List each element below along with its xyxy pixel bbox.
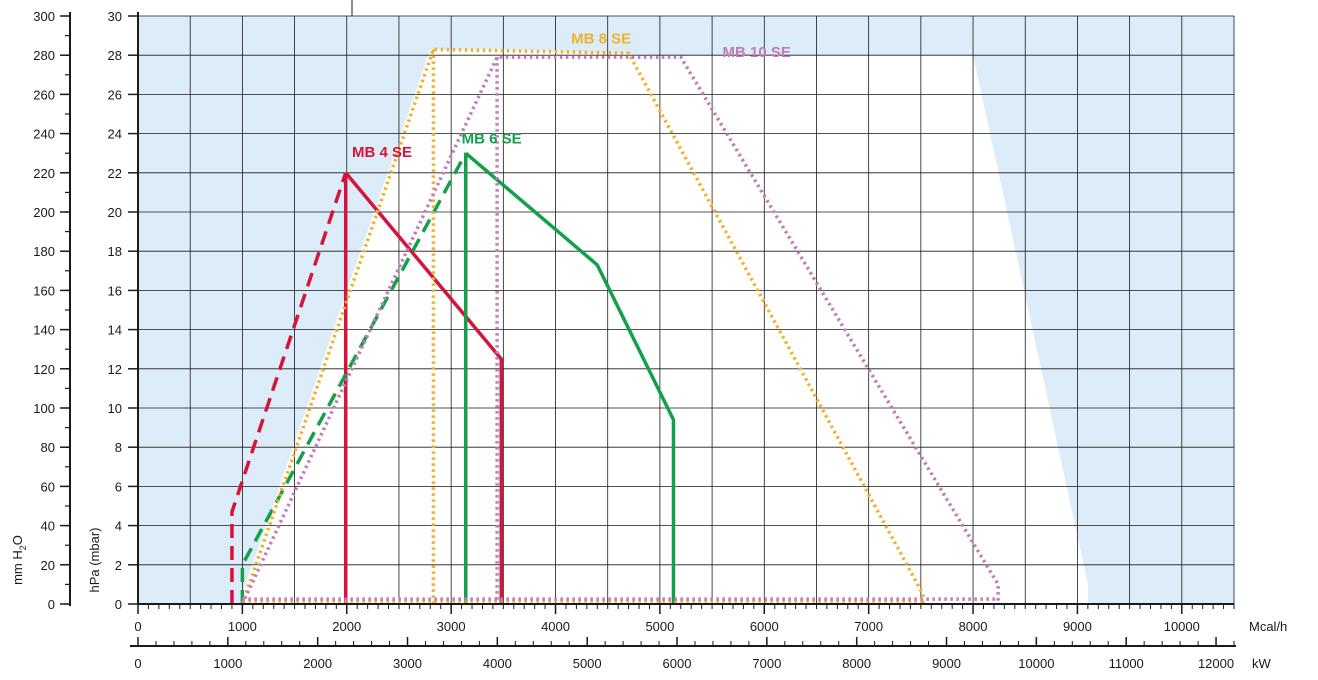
x-axis-unit-mcal: Mcal/h (1249, 619, 1287, 634)
y-tick-label-hpa: 4 (115, 519, 122, 534)
x-tick-label-kw: 8000 (842, 656, 871, 671)
x-tick-label-mcal: 1000 (228, 619, 257, 634)
x-tick-label-kw: 11000 (1109, 656, 1144, 671)
y-tick-label-hpa: 2 (115, 558, 122, 573)
y-tick-label-mmh2o: 40 (41, 519, 55, 534)
x-tick-label-mcal: 9000 (1063, 619, 1092, 634)
series-label: MB 6 SE (462, 130, 522, 147)
series-mb-6-se (240, 151, 676, 604)
y-tick-label-mmh2o: 0 (48, 597, 55, 612)
y-tick-label-mmh2o: 100 (33, 401, 55, 416)
y-tick-label-mmh2o: 20 (41, 558, 55, 573)
y-tick-label-mmh2o: 220 (33, 166, 55, 181)
y-tick-label-mmh2o: 80 (41, 440, 55, 455)
series-mb-8-se (240, 47, 925, 605)
y-tick-label-mmh2o: 180 (33, 244, 55, 259)
y-axis-title-mmh2o-end: O (10, 535, 25, 545)
y-tick-label-mmh2o: 200 (33, 205, 55, 220)
x-tick-label-mcal: 3000 (437, 619, 466, 634)
series-label: MB 8 SE (571, 30, 631, 47)
y-tick-label-hpa: 6 (115, 479, 122, 494)
y-axis-title-mmh2o-main: mm H (10, 550, 25, 585)
y-tick-label-mmh2o: 60 (41, 479, 55, 494)
y-tick-label-hpa: 14 (108, 323, 122, 338)
x-tick-label-mcal: 8000 (959, 619, 988, 634)
y-tick-label-hpa: 22 (108, 166, 122, 181)
y-tick-label-hpa: 8 (115, 440, 122, 455)
y-tick-label-mmh2o: 300 (33, 9, 55, 24)
y-tick-label-hpa: 10 (108, 401, 122, 416)
x-axis-unit-kw: kW (1252, 656, 1272, 671)
y-tick-label-hpa: 16 (108, 283, 122, 298)
y-tick-label-mmh2o: 120 (33, 362, 55, 377)
y-tick-label-hpa: 18 (108, 244, 122, 259)
series-label: MB 4 SE (352, 144, 412, 161)
x-tick-label-kw: 1000 (213, 656, 242, 671)
x-tick-label-mcal: 10000 (1164, 619, 1200, 634)
series-line-segment (240, 47, 925, 605)
series-label: MB 10 SE (723, 44, 791, 61)
y-tick-label-mmh2o: 160 (33, 283, 55, 298)
y-tick-label-hpa: 20 (108, 205, 122, 220)
series-mb-10-se (240, 55, 1000, 605)
x-tick-label-kw: 5000 (573, 656, 602, 671)
y-tick-label-mmh2o: 260 (33, 87, 55, 102)
y-axis-title-mmh2o-sub: 2 (18, 545, 28, 550)
series-line-segment (230, 172, 348, 604)
x-tick-label-kw: 3000 (393, 656, 422, 671)
y-tick-label-hpa: 12 (108, 362, 122, 377)
x-tick-label-mcal: 6000 (750, 619, 779, 634)
x-tick-label-mcal: 4000 (541, 619, 570, 634)
x-tick-label-kw: 7000 (752, 656, 781, 671)
x-tick-label-mcal: 5000 (645, 619, 674, 634)
x-tick-label-kw: 10000 (1018, 656, 1054, 671)
y-tick-label-hpa: 26 (108, 87, 122, 102)
x-tick-label-mcal: 0 (134, 619, 141, 634)
series-line-segment (240, 152, 468, 604)
working-envelope (242, 49, 1088, 604)
y-axis-title-hpa: hPa (mbar) (87, 527, 102, 592)
series-line-segment (240, 55, 1000, 605)
y-axis-title-mmh2o: mm H2O (10, 535, 28, 585)
y-tick-label-hpa: 0 (115, 597, 122, 612)
series-mb-4-se (230, 171, 503, 604)
x-tick-label-kw: 2000 (303, 656, 332, 671)
y-tick-label-mmh2o: 280 (33, 48, 55, 63)
x-tick-label-kw: 12000 (1198, 656, 1234, 671)
y-tick-label-mmh2o: 240 (33, 127, 55, 142)
x-tick-label-mcal: 7000 (854, 619, 883, 634)
y-tick-label-hpa: 30 (108, 9, 122, 24)
x-tick-label-kw: 0 (134, 656, 141, 671)
x-tick-label-kw: 6000 (663, 656, 692, 671)
x-tick-label-kw: 9000 (932, 656, 961, 671)
series-line-segment (344, 171, 503, 604)
x-tick-label-kw: 4000 (483, 656, 512, 671)
y-tick-label-hpa: 24 (108, 127, 122, 142)
y-tick-label-mmh2o: 140 (33, 323, 55, 338)
y-tick-label-hpa: 28 (108, 48, 122, 63)
series-line-segment (464, 151, 676, 604)
x-tick-label-mcal: 2000 (332, 619, 361, 634)
